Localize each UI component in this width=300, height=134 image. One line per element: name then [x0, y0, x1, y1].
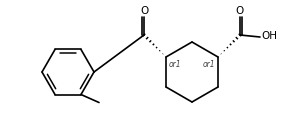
- Text: O: O: [140, 6, 148, 16]
- Text: OH: OH: [261, 31, 277, 41]
- Text: or1: or1: [169, 60, 182, 69]
- Text: O: O: [236, 6, 244, 16]
- Text: or1: or1: [202, 60, 215, 69]
